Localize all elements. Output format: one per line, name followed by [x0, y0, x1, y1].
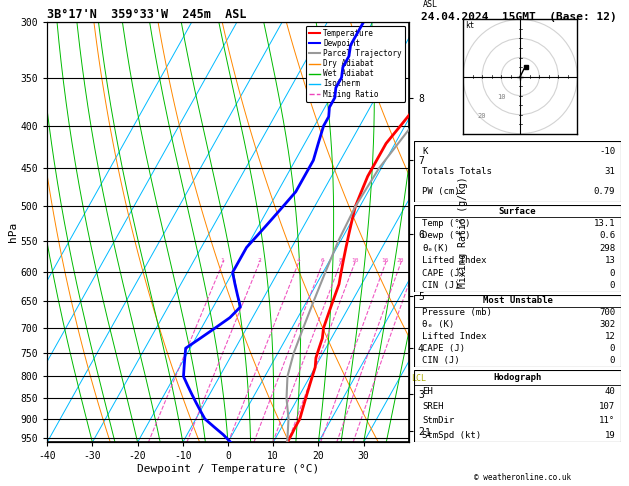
- Text: 0: 0: [610, 356, 615, 365]
- Y-axis label: hPa: hPa: [8, 222, 18, 242]
- Text: 16: 16: [382, 258, 389, 263]
- Text: θₑ(K): θₑ(K): [422, 244, 449, 253]
- Text: θₑ (K): θₑ (K): [422, 320, 454, 330]
- Text: km
ASL: km ASL: [423, 0, 438, 9]
- Text: 10: 10: [351, 258, 359, 263]
- Legend: Temperature, Dewpoint, Parcel Trajectory, Dry Adiabat, Wet Adiabat, Isotherm, Mi: Temperature, Dewpoint, Parcel Trajectory…: [306, 26, 405, 102]
- Text: CIN (J): CIN (J): [422, 356, 460, 365]
- Text: 1: 1: [425, 428, 431, 438]
- Text: kt: kt: [465, 21, 474, 30]
- Text: 6: 6: [321, 258, 325, 263]
- Text: StmDir: StmDir: [422, 416, 454, 425]
- Text: 20: 20: [397, 258, 404, 263]
- X-axis label: Dewpoint / Temperature (°C): Dewpoint / Temperature (°C): [137, 464, 319, 474]
- Text: 8: 8: [338, 258, 342, 263]
- Text: StmSpd (kt): StmSpd (kt): [422, 431, 481, 439]
- Text: 24.04.2024  15GMT  (Base: 12): 24.04.2024 15GMT (Base: 12): [421, 12, 617, 22]
- Text: -10: -10: [599, 147, 615, 156]
- Text: Hodograph: Hodograph: [494, 373, 542, 382]
- Text: PW (cm): PW (cm): [422, 187, 460, 196]
- Text: 31: 31: [604, 167, 615, 176]
- Text: SREH: SREH: [422, 402, 443, 411]
- Text: CIN (J): CIN (J): [422, 281, 460, 290]
- Text: Dewp (°C): Dewp (°C): [422, 231, 470, 241]
- Text: CAPE (J): CAPE (J): [422, 345, 465, 353]
- Text: 19: 19: [604, 431, 615, 439]
- Text: 20: 20: [478, 113, 486, 120]
- Text: 0.79: 0.79: [594, 187, 615, 196]
- Text: 40: 40: [604, 387, 615, 397]
- Text: Pressure (mb): Pressure (mb): [422, 309, 492, 317]
- Text: Totals Totals: Totals Totals: [422, 167, 492, 176]
- Text: 1: 1: [221, 258, 225, 263]
- Text: K: K: [422, 147, 428, 156]
- Text: Lifted Index: Lifted Index: [422, 332, 487, 342]
- Text: 2: 2: [257, 258, 261, 263]
- Text: 0: 0: [610, 269, 615, 278]
- Text: 0.6: 0.6: [599, 231, 615, 241]
- Text: LCL: LCL: [411, 374, 426, 383]
- Text: 4: 4: [296, 258, 300, 263]
- Text: 302: 302: [599, 320, 615, 330]
- Text: Temp (°C): Temp (°C): [422, 219, 470, 228]
- Text: 0: 0: [610, 281, 615, 290]
- Text: 13.1: 13.1: [594, 219, 615, 228]
- Text: 107: 107: [599, 402, 615, 411]
- Text: 298: 298: [599, 244, 615, 253]
- Text: CAPE (J): CAPE (J): [422, 269, 465, 278]
- Text: Lifted Index: Lifted Index: [422, 256, 487, 265]
- Text: 0: 0: [610, 345, 615, 353]
- Text: EH: EH: [422, 387, 433, 397]
- Text: 13: 13: [604, 256, 615, 265]
- Text: 11°: 11°: [599, 416, 615, 425]
- Text: Surface: Surface: [499, 207, 537, 216]
- Text: 700: 700: [599, 309, 615, 317]
- Text: 12: 12: [604, 332, 615, 342]
- Text: Most Unstable: Most Unstable: [482, 296, 553, 306]
- Text: 10: 10: [497, 94, 505, 101]
- Text: © weatheronline.co.uk: © weatheronline.co.uk: [474, 473, 571, 482]
- Text: 3B°17'N  359°33'W  245m  ASL: 3B°17'N 359°33'W 245m ASL: [47, 8, 247, 21]
- Y-axis label: Mixing Ratio (g/kg): Mixing Ratio (g/kg): [459, 176, 469, 288]
